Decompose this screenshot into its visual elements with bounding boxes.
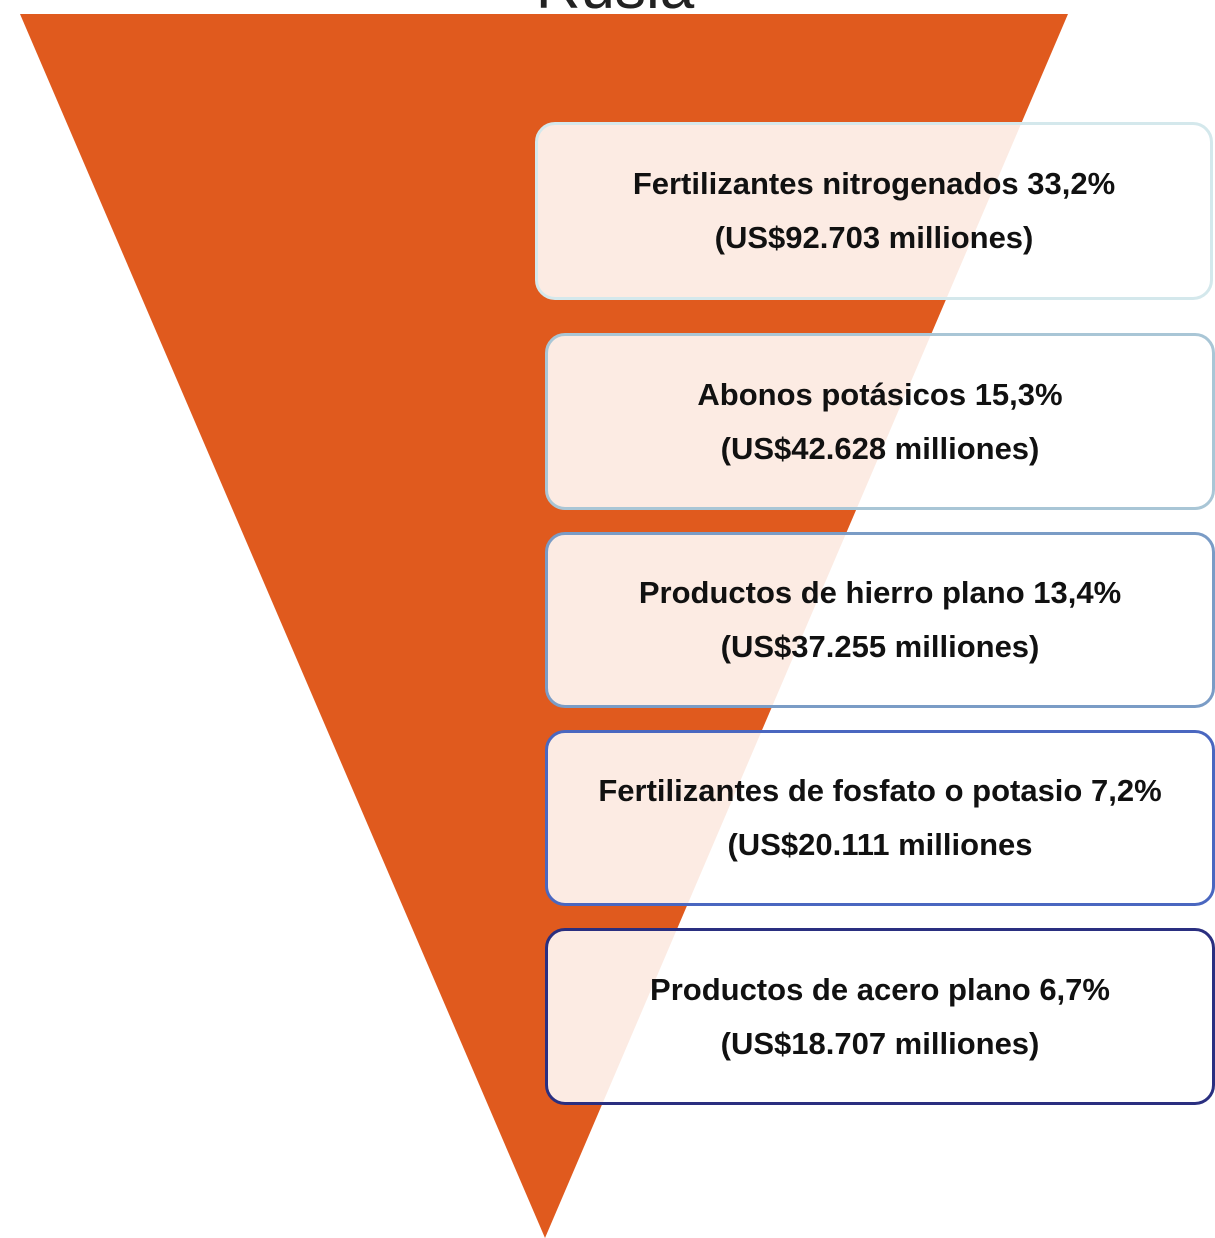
funnel-triangle <box>20 14 1068 1238</box>
item-label: Productos de acero plano 6,7% <box>650 971 1110 1007</box>
item-value: (US$18.707 milliones) <box>720 1025 1040 1061</box>
item-label: Fertilizantes de fosfato o potasio 7,2% <box>598 773 1162 808</box>
item-value: (US$92.703 milliones) <box>714 220 1034 255</box>
title: Rusia <box>536 0 695 22</box>
item-box: Fertilizantes de fosfato o potasio 7,2% (… <box>545 730 1215 906</box>
item-value: (US$37.255 milliones) <box>720 629 1040 664</box>
item-label: Abonos potásicos 15,3% <box>697 376 1063 412</box>
item-box: Productos de acero plano 6,7% (US$18.707 … <box>545 928 1215 1105</box>
item-value: (US$42.628 milliones) <box>720 430 1040 466</box>
item-label: Productos de hierro plano 13,4% <box>638 575 1122 610</box>
item-box: Fertilizantes nitrogenados 33,2% (US$92.7… <box>535 122 1213 300</box>
item-value: (US$20.111 milliones <box>727 827 1033 862</box>
item-label: Fertilizantes nitrogenados 33,2% <box>632 166 1116 201</box>
item-box: Abonos potásicos 15,3% (US$42.628 million… <box>545 333 1215 510</box>
item-box: Productos de hierro plano 13,4% (US$37.25… <box>545 532 1215 708</box>
